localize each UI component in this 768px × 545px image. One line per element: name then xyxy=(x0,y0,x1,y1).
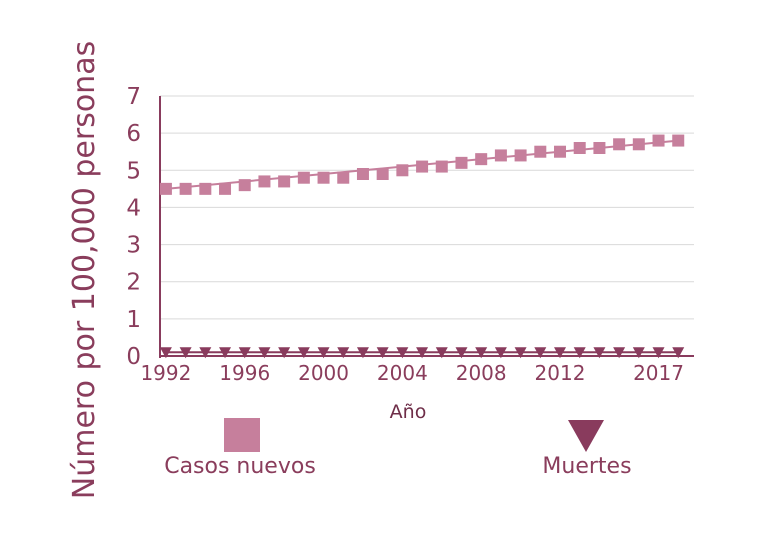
y-tick-label: 1 xyxy=(126,307,141,333)
deaths-point xyxy=(475,347,488,359)
deaths-point xyxy=(652,347,665,359)
new-cases-point xyxy=(652,134,665,147)
deaths-point xyxy=(179,347,192,359)
new-cases-point xyxy=(337,171,350,184)
y-tick-label: 3 xyxy=(126,233,141,259)
deaths-point xyxy=(376,347,389,359)
deaths-point xyxy=(514,347,527,359)
deaths-point xyxy=(258,347,271,359)
new-cases-point xyxy=(514,149,527,162)
new-cases-point xyxy=(672,134,685,147)
new-cases-point xyxy=(199,182,212,195)
deaths-point xyxy=(613,347,626,359)
deaths-point xyxy=(435,347,448,359)
x-tick-label: 2017 xyxy=(633,361,684,385)
new-cases-point xyxy=(593,142,606,154)
deaths-point xyxy=(554,347,567,359)
x-tick-label: 1992 xyxy=(140,361,191,385)
legend: Casos nuevos Muertes xyxy=(164,418,632,479)
deaths-point xyxy=(593,347,606,359)
deaths-point xyxy=(534,347,547,359)
x-tick-label: 2000 xyxy=(298,361,349,385)
new-cases-point xyxy=(573,142,586,154)
y-axis-label: Número por 100,000 personas xyxy=(67,41,102,499)
deaths-point xyxy=(632,347,645,359)
new-cases-point xyxy=(475,153,488,166)
new-cases-point xyxy=(159,182,172,195)
new-cases-point xyxy=(219,182,232,195)
new-cases-point xyxy=(534,145,547,158)
x-tick-label: 2012 xyxy=(535,361,586,385)
deaths-point xyxy=(455,347,468,359)
new-cases-point xyxy=(376,168,389,180)
y-tick-label: 5 xyxy=(126,158,141,184)
legend-label-new-cases: Casos nuevos xyxy=(164,454,316,479)
deaths-point xyxy=(356,347,369,359)
deaths-point xyxy=(297,347,310,359)
new-cases-point xyxy=(297,171,310,184)
deaths-point xyxy=(238,347,251,359)
new-cases-point xyxy=(356,168,369,180)
y-tick-label: 4 xyxy=(126,195,141,221)
y-tick-label: 2 xyxy=(126,270,141,296)
new-cases-point xyxy=(396,164,409,177)
new-cases-point xyxy=(632,138,645,151)
deaths-point xyxy=(199,347,212,359)
deaths-point xyxy=(573,347,586,359)
x-tick-label: 2004 xyxy=(377,361,428,385)
y-tick-label: 6 xyxy=(126,121,141,147)
legend-square-marker xyxy=(224,418,260,452)
x-tick-label: 1996 xyxy=(219,361,270,385)
deaths-point xyxy=(672,347,685,359)
y-tick-label: 0 xyxy=(126,344,141,370)
new-cases-point xyxy=(613,138,626,151)
new-cases-point xyxy=(435,160,448,173)
deaths-point xyxy=(278,347,291,359)
new-cases-point xyxy=(238,179,251,192)
new-cases-point xyxy=(179,182,192,195)
deaths-point xyxy=(337,347,350,359)
deaths-point xyxy=(416,347,429,359)
new-cases-point xyxy=(317,171,330,184)
new-cases-point xyxy=(554,145,567,158)
new-cases-point xyxy=(416,160,429,173)
new-cases-point xyxy=(455,156,468,169)
x-tick-label: 2008 xyxy=(456,361,507,385)
deaths-point xyxy=(396,347,409,359)
legend-label-deaths: Muertes xyxy=(542,454,631,479)
x-axis-label: Año xyxy=(390,401,427,423)
legend-triangle-marker xyxy=(568,420,604,452)
deaths-point xyxy=(317,347,330,359)
deaths-point xyxy=(159,347,172,359)
new-cases-point xyxy=(278,175,291,188)
new-cases-point xyxy=(258,175,271,188)
deaths-point xyxy=(219,347,232,359)
deaths-point xyxy=(494,347,507,359)
new-cases-point xyxy=(494,149,507,162)
y-tick-label: 7 xyxy=(126,84,141,110)
